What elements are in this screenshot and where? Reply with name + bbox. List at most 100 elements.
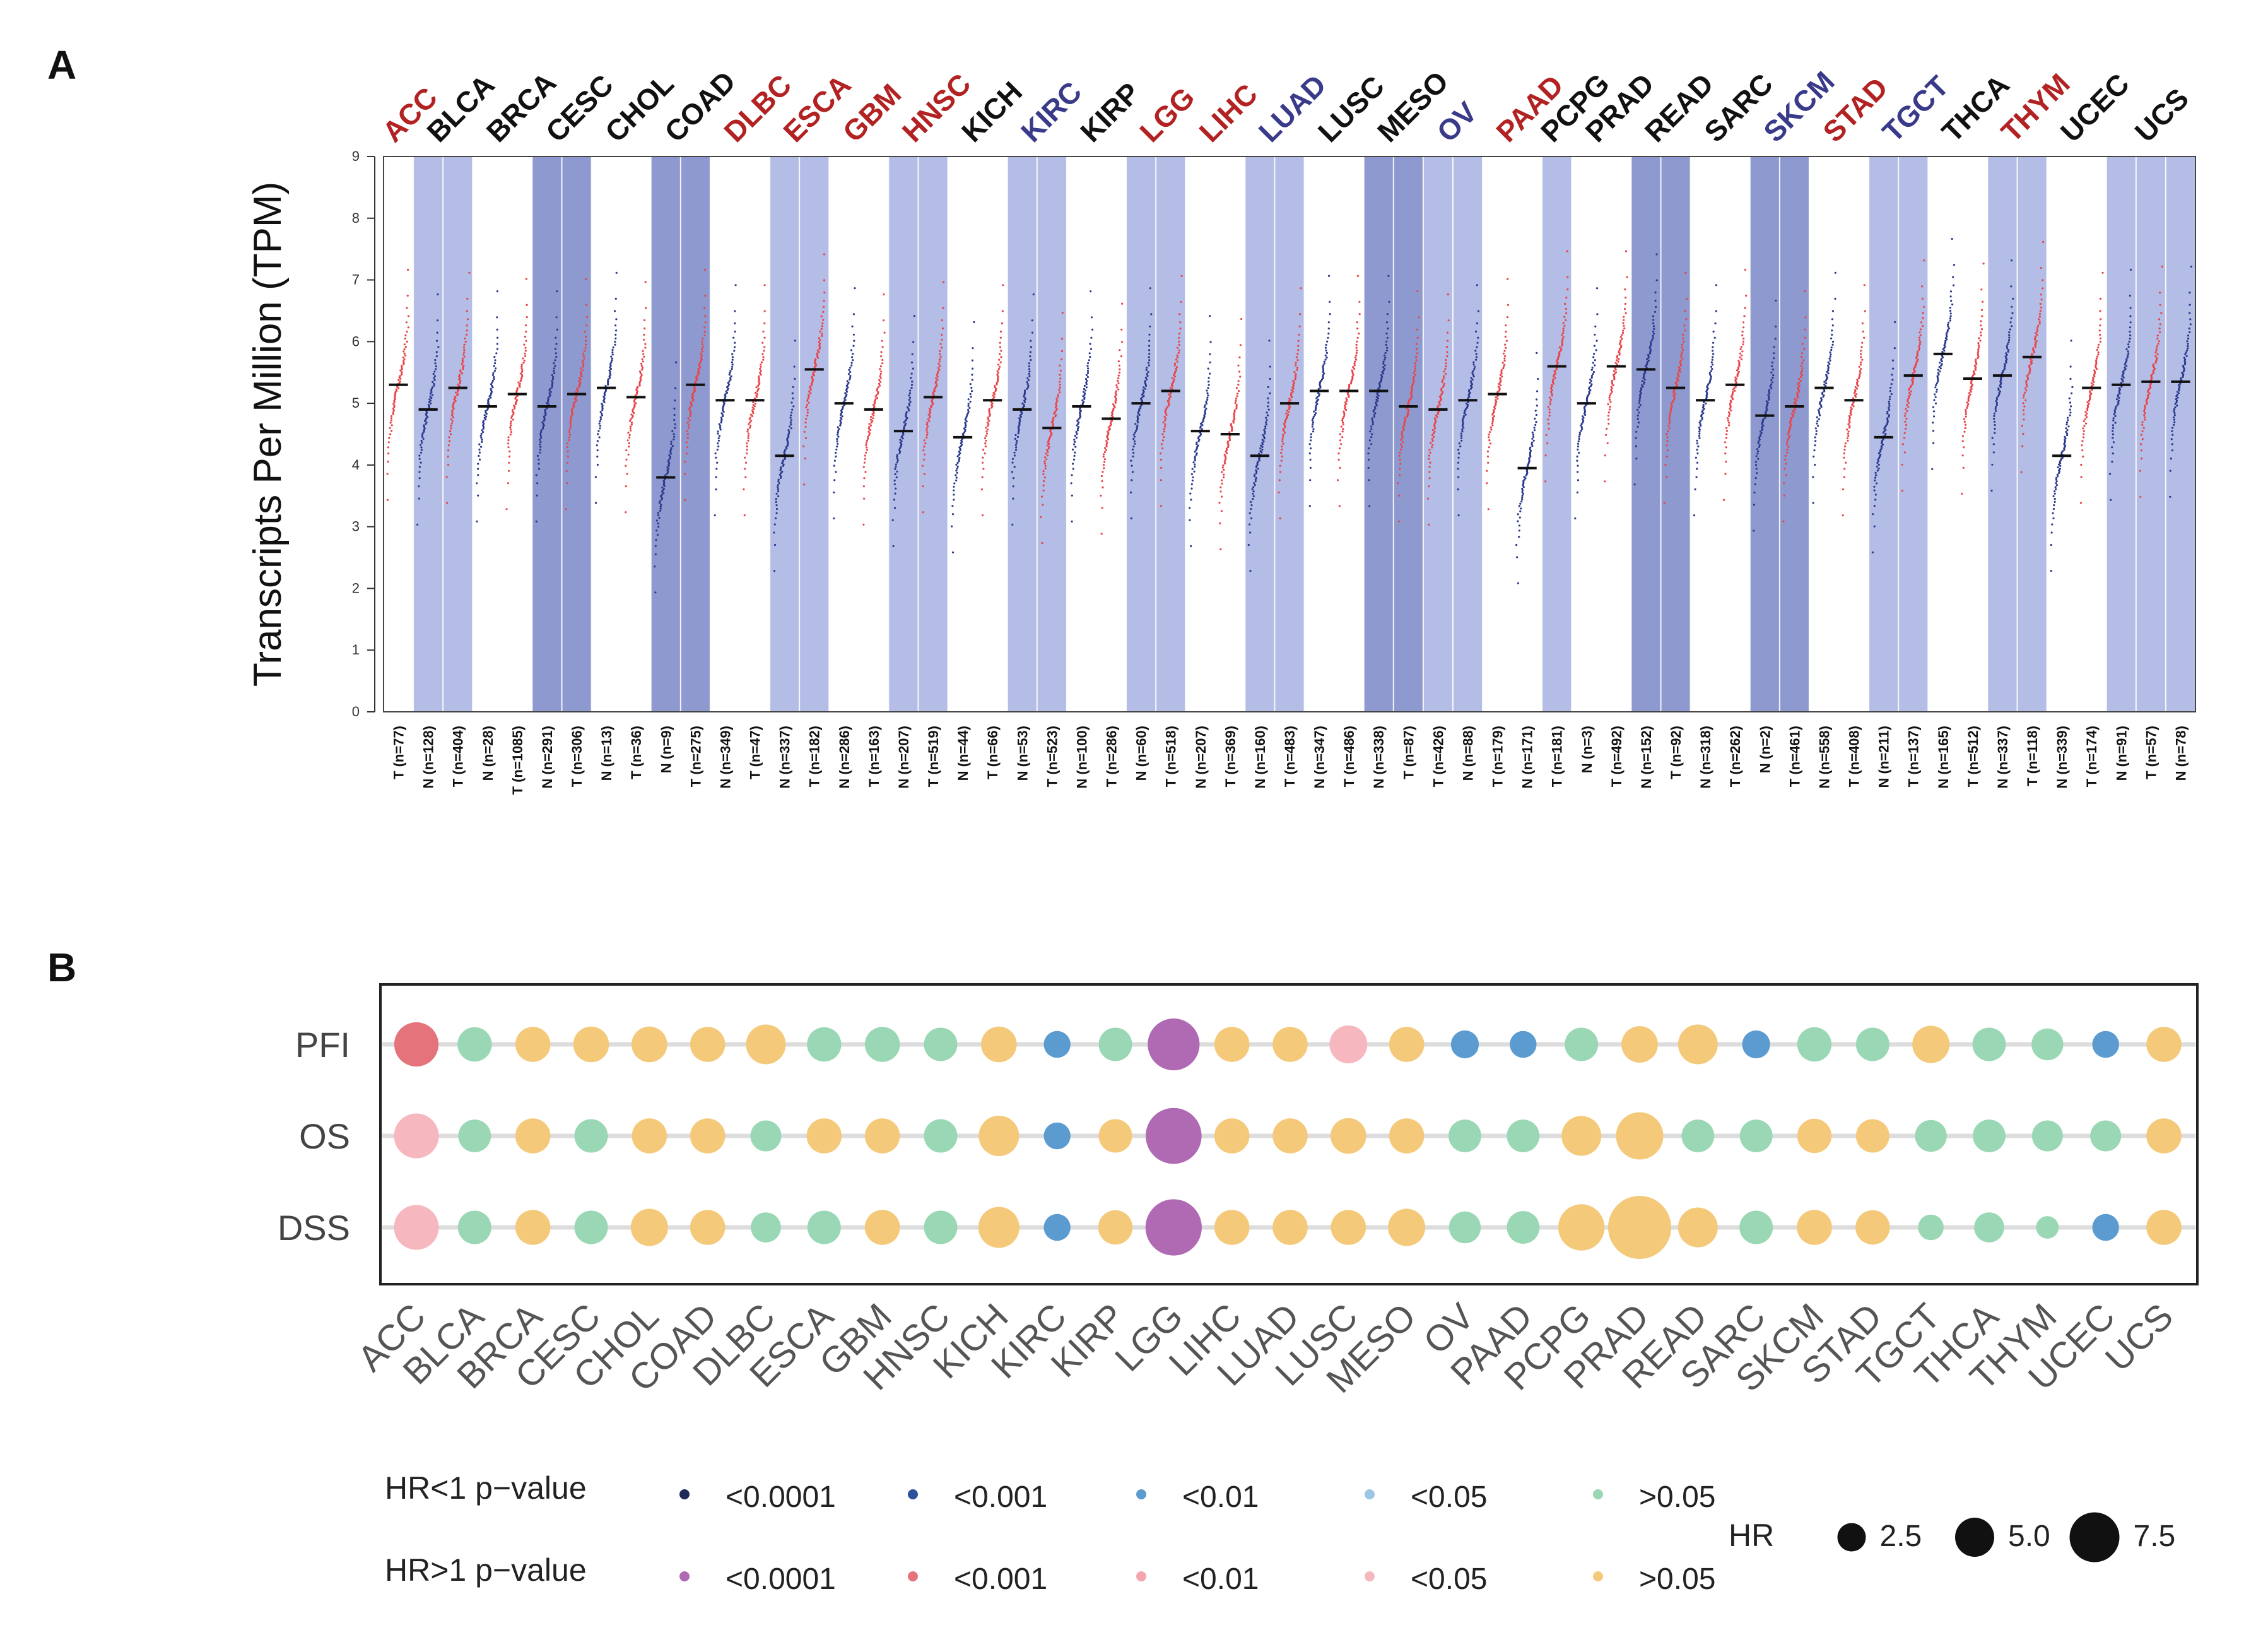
expression-point — [1679, 364, 1682, 367]
expression-point — [1669, 412, 1672, 415]
expression-point — [1168, 393, 1170, 396]
expression-point — [749, 425, 752, 427]
expression-point — [1223, 468, 1225, 471]
expression-point — [1582, 421, 1584, 423]
expression-point — [1816, 416, 1818, 418]
expression-point — [2052, 512, 2054, 514]
expression-point — [1340, 443, 1343, 446]
expression-point — [1209, 315, 1211, 317]
expression-point — [2150, 374, 2153, 377]
expression-point — [1951, 303, 1954, 306]
expression-point — [1354, 357, 1356, 359]
expression-point — [1042, 473, 1045, 476]
expression-point — [1103, 458, 1106, 461]
expression-point — [2184, 362, 2187, 364]
points-chol-t — [625, 281, 647, 514]
expression-point — [464, 337, 466, 340]
expression-point — [1946, 331, 1949, 333]
expression-point — [1504, 343, 1507, 346]
expression-point — [1267, 386, 1269, 389]
expression-point — [1937, 380, 1939, 383]
expression-point — [1000, 356, 1002, 358]
expression-point — [963, 431, 965, 434]
expression-point — [2129, 330, 2131, 333]
expression-point — [1288, 404, 1290, 406]
expression-point — [1790, 416, 1792, 419]
expression-point — [568, 428, 571, 431]
expression-point — [1742, 321, 1745, 324]
expression-point — [1505, 324, 1507, 327]
expression-point — [466, 333, 468, 336]
expression-point — [2124, 363, 2126, 365]
expression-point — [1382, 362, 1385, 365]
expression-point — [1436, 416, 1438, 418]
expression-point — [1460, 437, 1462, 439]
sample-label: N (n=286) — [837, 726, 852, 789]
expression-point — [1415, 343, 1418, 345]
expression-point — [845, 387, 848, 390]
expression-point — [1497, 386, 1500, 388]
expression-point — [450, 425, 452, 427]
expression-point — [1468, 389, 1471, 391]
expression-point — [1843, 452, 1845, 455]
expression-point — [1472, 375, 1475, 378]
expression-point — [1700, 425, 1702, 427]
expression-point — [1681, 351, 1683, 353]
expression-point — [900, 440, 903, 442]
expression-point — [806, 408, 809, 411]
expression-point — [2084, 422, 2088, 425]
sample-column-lines — [413, 157, 2196, 712]
expression-point — [584, 346, 587, 349]
expression-point — [494, 359, 496, 362]
expression-point — [661, 499, 663, 501]
expression-point — [1146, 367, 1148, 369]
expression-point — [896, 458, 898, 460]
expression-point — [418, 466, 421, 468]
expression-point — [669, 451, 672, 453]
expression-point — [1416, 328, 1418, 331]
expression-point — [1160, 452, 1162, 455]
expression-point — [1292, 384, 1295, 387]
expression-point — [418, 458, 421, 460]
expression-point — [629, 420, 632, 422]
expression-point — [1264, 421, 1267, 423]
expression-point — [1577, 471, 1579, 473]
expression-point — [2171, 430, 2173, 432]
expression-point — [1604, 454, 1606, 457]
points-paad-n — [1515, 351, 1539, 584]
expression-point — [482, 420, 485, 422]
expression-point — [748, 423, 750, 425]
expression-point — [1195, 454, 1197, 456]
expression-point — [997, 377, 999, 379]
legend-label-gt: <0.0001 — [726, 1562, 836, 1596]
expression-point — [1647, 359, 1650, 362]
expression-point — [1858, 365, 1860, 368]
expression-point — [1083, 396, 1086, 399]
expression-point — [852, 353, 854, 355]
expression-point — [1278, 491, 1280, 493]
expression-point — [1469, 391, 1471, 394]
expression-point — [1325, 349, 1327, 352]
expression-point — [1522, 492, 1524, 495]
expression-point — [689, 415, 691, 418]
expression-point — [1358, 333, 1360, 335]
expression-point — [1769, 385, 1772, 387]
expression-point — [1351, 370, 1354, 374]
expression-point — [1503, 359, 1506, 362]
expression-point — [1920, 321, 1922, 324]
expression-point — [1843, 456, 1845, 459]
expression-point — [664, 474, 667, 476]
expression-point — [1507, 278, 1509, 280]
expression-point — [1460, 435, 1463, 437]
expression-point — [1605, 434, 1607, 436]
expression-point — [555, 343, 558, 345]
bubble-os-chol — [632, 1118, 667, 1154]
expression-point — [1260, 451, 1263, 454]
expression-point — [1618, 352, 1621, 355]
expression-point — [1329, 313, 1331, 316]
expression-point — [1654, 291, 1657, 294]
expression-point — [816, 353, 819, 357]
expression-point — [403, 343, 406, 346]
expression-point — [495, 352, 498, 355]
